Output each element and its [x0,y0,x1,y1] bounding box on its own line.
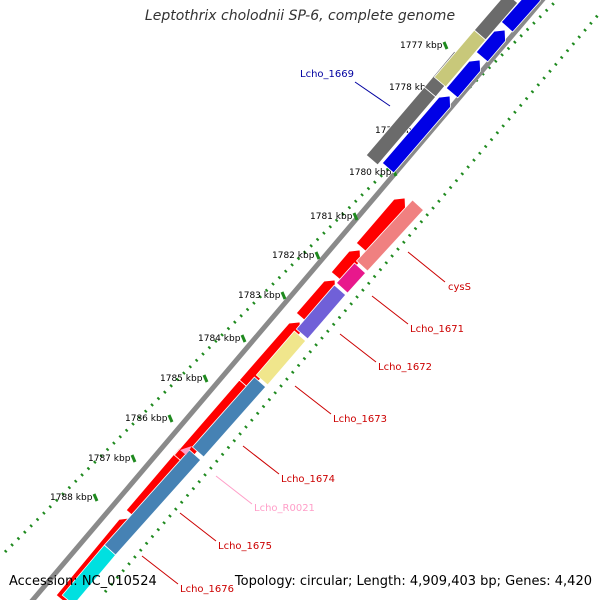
ruler-tick-label: 1783 kbp [238,291,281,301]
ruler-tick-label: 1778 kbp [389,83,432,93]
inner-dotted-ruler [103,14,600,593]
label-leader-line [339,333,377,363]
rna-marker-pink [180,446,192,455]
ruler-tick-label: 1788 kbp [50,493,93,503]
ruler-tick-label: 1784 kbp [198,334,241,344]
gene-label: Lcho_1676 [180,584,234,595]
gene-block-khaki [255,330,307,386]
ruler-tick [352,212,359,221]
label-leaders [141,81,446,585]
genome-stats-text: Topology: circular; Length: 4,909,403 bp… [234,574,592,589]
gene-labels: Lcho_1669 cysS Lcho_1671 Lcho_1672 Lcho_1673… [180,69,471,595]
gene-block-blue [445,59,481,99]
ruler-tick [202,374,209,383]
ruler-tick [442,41,449,50]
gene-label: Lcho_R0021 [254,503,315,514]
ruler-tick [130,454,137,463]
label-leader-line [141,555,179,585]
ruler-tick [314,251,321,260]
ruler-tick [280,291,287,300]
gene-features [55,0,541,600]
label-leader-line [407,251,446,283]
gene-label: cysS [448,282,471,293]
label-leader-line [215,475,253,505]
gene-label: Lcho_1672 [378,362,432,373]
accession-text: Accession: NC_010524 [9,574,157,589]
ruler-tick [240,334,247,343]
gene-label: Lcho_1669 [300,69,354,80]
ruler-ticks [92,41,449,502]
gene-block-steel [103,449,202,556]
ruler-tick-label: 1781 kbp [310,212,353,222]
gene-block-salmon [355,199,425,272]
ruler-tick-label: 1785 kbp [160,374,203,384]
label-leader-line [354,81,391,107]
gene-label: Lcho_1673 [333,414,387,425]
ruler-tick-label: 1782 kbp [272,251,315,261]
gene-block-steel [191,376,267,458]
genome-backbone [29,0,546,600]
label-leader-line [371,295,409,325]
label-leader-line [179,512,217,542]
gene-label: Lcho_1675 [218,541,272,552]
gene-block-slate [295,284,347,340]
gene-block-blue [381,95,451,174]
label-leader-line [242,445,280,475]
ruler-tick-label: 1777 kbp [400,41,443,51]
gene-block-red [330,249,361,283]
gene-label: Lcho_1671 [410,324,464,335]
gene-label: Lcho_1674 [281,474,335,485]
ruler-tick [92,493,99,502]
gene-block-magenta [335,262,367,294]
ruler-tick [167,414,174,423]
ruler-tick-label: 1786 kbp [125,414,168,424]
ruler-tick-label: 1780 kbp [349,168,392,178]
gene-block-blue [500,0,541,33]
label-leader-line [294,385,332,415]
gene-block-blue [475,29,506,63]
ruler-tick-label: 1787 kbp [88,454,131,464]
map-title: Leptothrix cholodnii SP-6, complete geno… [144,8,456,24]
